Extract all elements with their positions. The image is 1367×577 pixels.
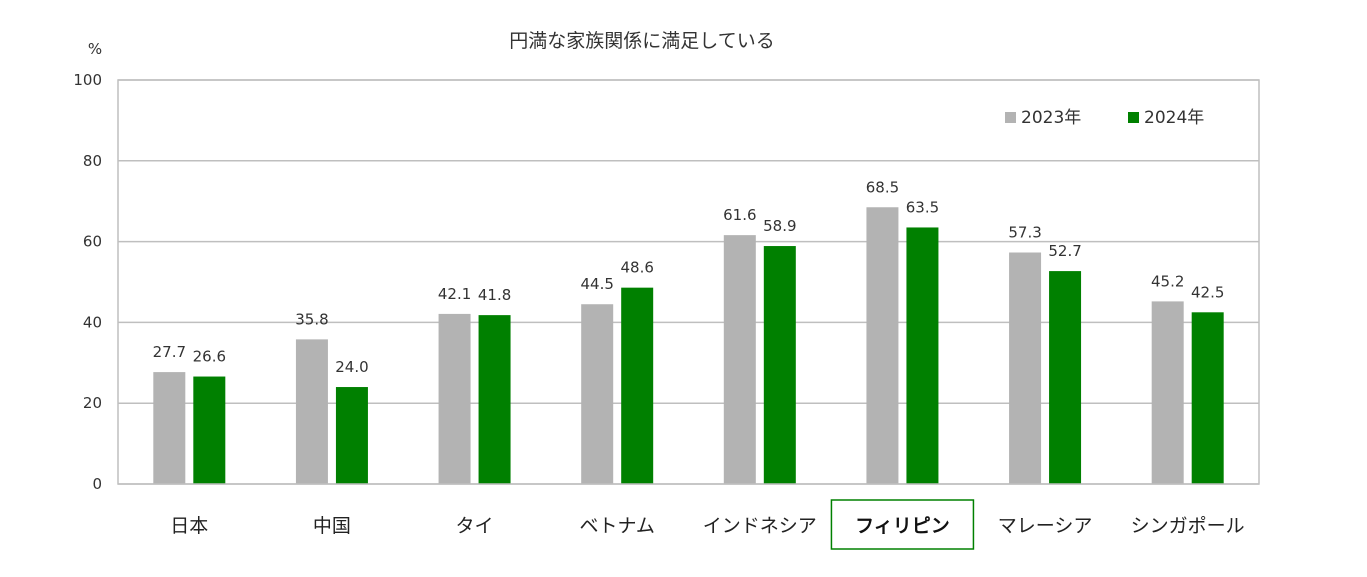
legend-label: 2024年	[1144, 108, 1204, 128]
data-label: 45.2	[1151, 272, 1184, 290]
chart-title: 円満な家族関係に満足している	[509, 30, 774, 52]
bar-2023	[723, 235, 756, 484]
y-unit-label: %	[88, 40, 102, 58]
data-label: 26.6	[193, 348, 226, 366]
category-label: マレーシア	[998, 515, 1093, 537]
highlight-box	[830, 499, 975, 550]
data-label: 52.7	[1048, 242, 1081, 260]
category-label: ベトナム	[579, 515, 654, 537]
bar-2024	[763, 246, 796, 484]
data-label: 57.3	[1008, 224, 1041, 242]
bar-2023	[153, 372, 186, 484]
bar-2023	[1151, 301, 1184, 484]
data-label: 44.5	[580, 275, 613, 293]
category-label: 中国	[313, 515, 351, 537]
bar-2024	[906, 227, 939, 484]
legend: 2023年 2024年	[1005, 108, 1204, 128]
category-label: インドネシア	[703, 515, 817, 537]
data-label: 27.7	[153, 343, 186, 361]
y-tick-label: 100	[73, 71, 102, 89]
y-tick-label: 0	[92, 475, 102, 493]
data-label: 58.9	[763, 217, 796, 235]
gridlines	[118, 79, 1259, 485]
category-label: シンガポール	[1131, 515, 1245, 537]
plot-area-border	[117, 79, 1260, 485]
bar-2023	[866, 207, 899, 484]
data-label: 35.8	[295, 310, 328, 328]
category-labels: 日本 中国 タイ ベトナム インドネシア フィリピン マレーシア シンガポール	[170, 499, 1245, 550]
category-label: 日本	[170, 515, 208, 537]
legend-label: 2023年	[1021, 108, 1081, 128]
bars	[153, 207, 1224, 484]
data-label: 41.8	[478, 286, 511, 304]
data-label: 48.6	[620, 259, 653, 277]
y-axis-ticks: 0 20 40 60 80 100	[73, 71, 102, 493]
data-label: 61.6	[723, 206, 756, 224]
value-labels: 27.7 26.6 35.8 24.0 42.1 41.8 44.5 48.6 61.6 58.9…	[153, 178, 1225, 376]
bar-2024	[1191, 312, 1224, 484]
bar-2024	[1049, 271, 1082, 484]
y-tick-label: 40	[83, 313, 102, 331]
category-label: タイ	[456, 515, 494, 537]
bar-2023	[581, 304, 614, 484]
legend-swatch	[1005, 112, 1016, 123]
data-label: 68.5	[866, 178, 899, 196]
data-label: 42.1	[438, 285, 471, 303]
bar-2024	[621, 287, 654, 484]
bar-2024	[193, 376, 226, 484]
bar-2023	[295, 339, 328, 484]
bar-2023	[1009, 252, 1042, 484]
data-label: 24.0	[335, 358, 368, 376]
y-tick-label: 20	[83, 394, 102, 412]
bar-2024	[478, 315, 511, 484]
data-label: 42.5	[1191, 283, 1224, 301]
category-label: フィリピン	[855, 515, 950, 537]
y-tick-label: 60	[83, 233, 102, 251]
legend-swatch	[1128, 112, 1139, 123]
bar-2023	[438, 313, 471, 484]
data-label: 63.5	[906, 198, 939, 216]
bar-2024	[335, 387, 368, 484]
y-tick-label: 80	[83, 152, 102, 170]
